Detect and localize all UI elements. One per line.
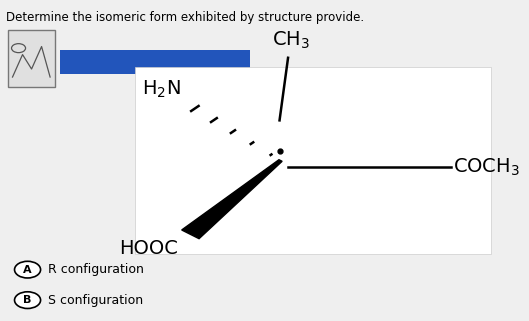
Text: HOOC: HOOC <box>119 239 178 258</box>
Text: R configuration: R configuration <box>48 263 144 276</box>
Text: H$_2$N: H$_2$N <box>142 78 180 100</box>
Text: S configuration: S configuration <box>48 294 143 307</box>
Circle shape <box>14 292 41 308</box>
Bar <box>135 67 491 254</box>
Text: COCH$_3$: COCH$_3$ <box>453 156 521 178</box>
Text: CH$_3$: CH$_3$ <box>271 30 309 51</box>
Text: Determine the isomeric form exhibited by structure provide.: Determine the isomeric form exhibited by… <box>6 11 364 24</box>
Circle shape <box>14 261 41 278</box>
Bar <box>60 50 251 74</box>
Text: B: B <box>23 295 32 305</box>
Bar <box>7 30 55 87</box>
Polygon shape <box>181 160 282 239</box>
Text: A: A <box>23 265 32 275</box>
